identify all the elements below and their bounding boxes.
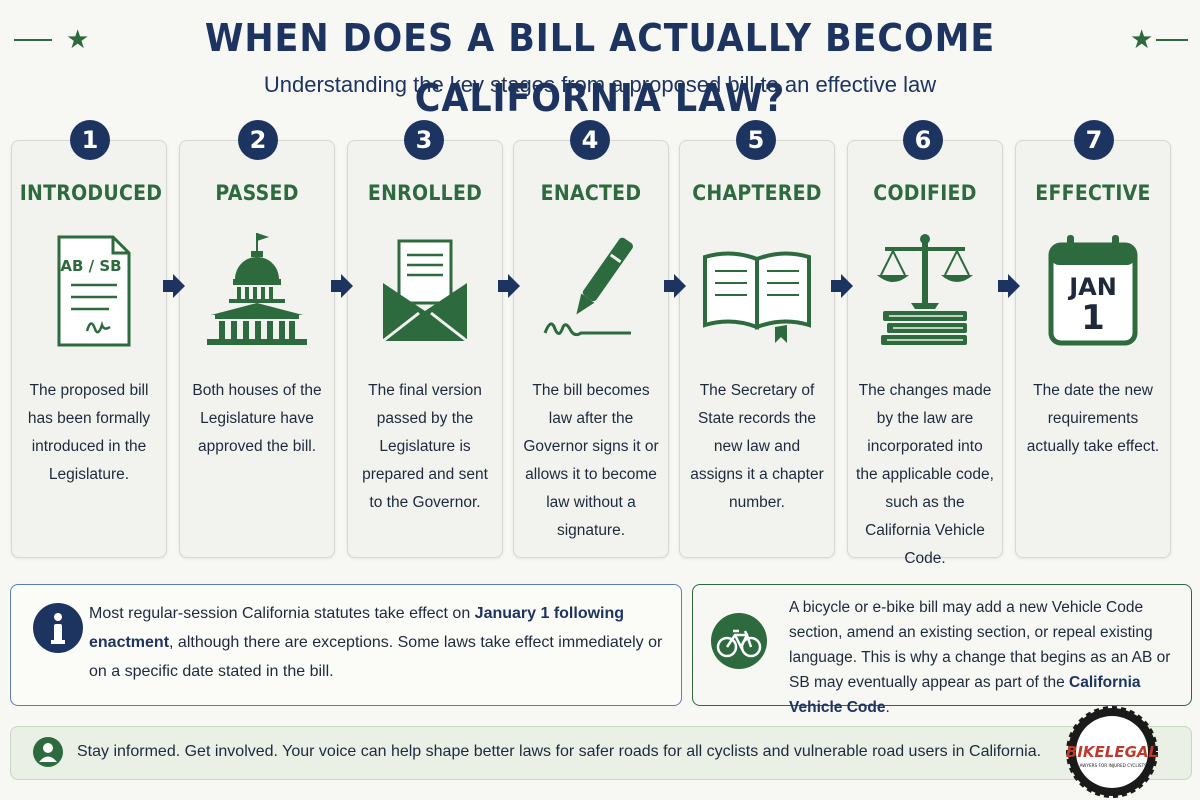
step-title: PASSED (215, 181, 299, 205)
capitol-building-icon (207, 233, 307, 345)
step-card-passed: PASSED Both houses of the Legislature ha… (179, 140, 335, 558)
footer-banner: Stay informed. Get involved. Your voice … (10, 726, 1192, 780)
arrow-right-icon (831, 274, 853, 298)
calendar-icon: JAN 1 (1048, 235, 1138, 346)
step-card-enrolled: ENROLLED The final version passed by the… (347, 140, 503, 558)
bill-document-icon: AB / SB (57, 235, 131, 347)
title-divider-left (14, 39, 52, 41)
step-title: CODIFIED (873, 181, 977, 205)
calendar-day: 1 (1081, 298, 1105, 338)
step-title: CHAPTERED (692, 181, 822, 205)
step-description: The changes made by the law are incorpor… (856, 382, 994, 567)
calendar-month: JAN (1067, 273, 1117, 301)
step-description: The proposed bill has been formally intr… (27, 382, 151, 483)
open-book-icon (703, 251, 811, 343)
step-number-badge: 7 (1074, 120, 1114, 160)
step-number-badge: 4 (570, 120, 610, 160)
step-description: The final version passed by the Legislat… (362, 382, 488, 511)
bike-note-text: A bicycle or e-bike bill may add a new V… (789, 595, 1181, 720)
step-description: The bill becomes law after the Governor … (523, 382, 659, 539)
bike-note-text-part: A bicycle or e-bike bill may add a new V… (789, 599, 1171, 691)
arrow-right-icon (998, 274, 1020, 298)
step-number-badge: 3 (404, 120, 444, 160)
step-card-effective: EFFECTIVE JAN 1 The date the new require… (1015, 140, 1171, 558)
bike-note-emphasis: California Vehicle Code (789, 674, 1141, 716)
step-description: The date the new requirements actually t… (1026, 382, 1160, 455)
bicycle-icon (711, 613, 767, 669)
logo-wordmark: BIKELEGAL (1066, 743, 1158, 761)
header: ★ WHEN DOES A BILL ACTUALLY BECOME CALIF… (0, 0, 1200, 120)
envelope-letter-icon (382, 239, 468, 343)
title-row: ★ WHEN DOES A BILL ACTUALLY BECOME CALIF… (0, 8, 1200, 120)
step-number-badge: 1 (70, 120, 110, 160)
title-divider-right (1156, 39, 1188, 41)
step-title: EFFECTIVE (1035, 181, 1151, 205)
star-icon: ★ (66, 24, 90, 54)
arrow-right-icon (498, 274, 520, 298)
vehicle-code-note: A bicycle or e-bike bill may add a new V… (692, 584, 1192, 716)
step-card-codified: CODIFIED The changes made by the law are… (847, 140, 1003, 567)
step-card-enacted: ENACTED The bill becomes law after the G… (513, 140, 669, 558)
info-icon (33, 603, 83, 653)
step-description: Both houses of the Legislature have appr… (192, 382, 322, 455)
step-description: The Secretary of State records the new l… (690, 382, 824, 511)
bikelegal-logo[interactable]: BIKELEGAL LAWYERS FOR INJURED CYCLISTS (1064, 704, 1160, 800)
info-note-text-part: , although there are exceptions. Some la… (89, 634, 663, 680)
info-note-emphasis: January 1 following enactment (89, 605, 625, 651)
arrow-right-icon (331, 274, 353, 298)
step-title: ENACTED (540, 181, 642, 205)
star-icon: ★ (1130, 24, 1154, 54)
footer-text: Stay informed. Get involved. Your voice … (77, 743, 1042, 760)
step-number-badge: 6 (903, 120, 943, 160)
step-number-badge: 2 (238, 120, 278, 160)
pen-signature-icon (543, 237, 633, 337)
page-subtitle: Understanding the key stages from a prop… (263, 72, 937, 97)
info-note-text: Most regular-session California statutes… (89, 599, 669, 686)
effective-date-note: Most regular-session California statutes… (10, 584, 682, 706)
bike-note-text-part: . (885, 699, 890, 716)
scales-of-justice-icon (877, 234, 973, 345)
logo-tagline: LAWYERS FOR INJURED CYCLISTS (1077, 763, 1147, 768)
step-title: ENROLLED (367, 181, 483, 205)
person-icon (33, 737, 63, 767)
icon-label: AB / SB (60, 257, 121, 275)
arrow-right-icon (664, 274, 686, 298)
step-card-introduced: INTRODUCED AB / SB The proposed bill has… (11, 140, 167, 558)
page-title: WHEN DOES A BILL ACTUALLY BECOME CALIFOR… (204, 16, 996, 120)
step-card-chaptered: CHAPTERED The Secretary of State records… (679, 140, 835, 558)
arrow-right-icon (163, 274, 185, 298)
step-number-badge: 5 (736, 120, 776, 160)
info-note-text-part: Most regular-session California statutes… (89, 605, 475, 622)
step-title: INTRODUCED (19, 181, 163, 205)
